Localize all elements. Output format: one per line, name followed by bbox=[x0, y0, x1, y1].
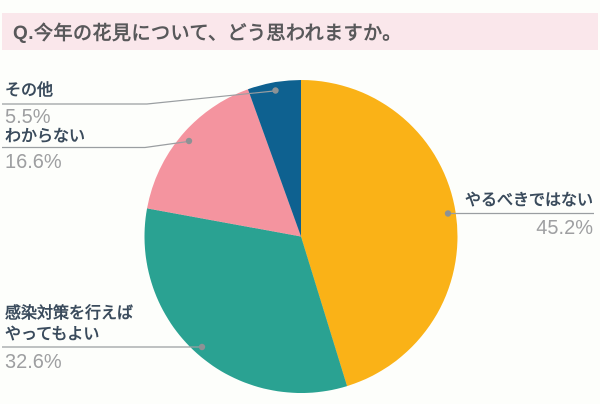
slice-percent-other: 5.5% bbox=[5, 106, 51, 128]
slice-label-should-not-do: やるべきではない bbox=[464, 192, 593, 209]
slice-percent-ok-with-measures: 32.6% bbox=[5, 351, 62, 373]
pie-slice-should-not-do bbox=[301, 80, 458, 387]
leader-line-dont-know bbox=[2, 140, 189, 149]
pie-slice-dont-know bbox=[147, 89, 301, 237]
slice-label-other: その他 bbox=[5, 82, 54, 99]
slice-percent-should-not-do: 45.2% bbox=[536, 217, 593, 239]
slice-label-dont-know: わからない bbox=[5, 128, 86, 145]
question-title: Q.今年の花見について、どう思われますか。 bbox=[13, 23, 402, 44]
pie-slice-other bbox=[247, 80, 301, 237]
leader-dot-should-not-do bbox=[444, 210, 452, 217]
leader-dot-other bbox=[272, 87, 279, 94]
leader-dot-ok-with-measures bbox=[198, 343, 206, 351]
slice-label-ok-with-measures: 感染対策を行えば やってもよい bbox=[5, 305, 134, 343]
slice-percent-dont-know: 16.6% bbox=[5, 151, 62, 173]
leader-dot-dont-know bbox=[185, 137, 193, 145]
leader-line-other bbox=[2, 90, 275, 105]
question-banner: Q.今年の花見について、どう思われますか。 bbox=[2, 13, 598, 50]
